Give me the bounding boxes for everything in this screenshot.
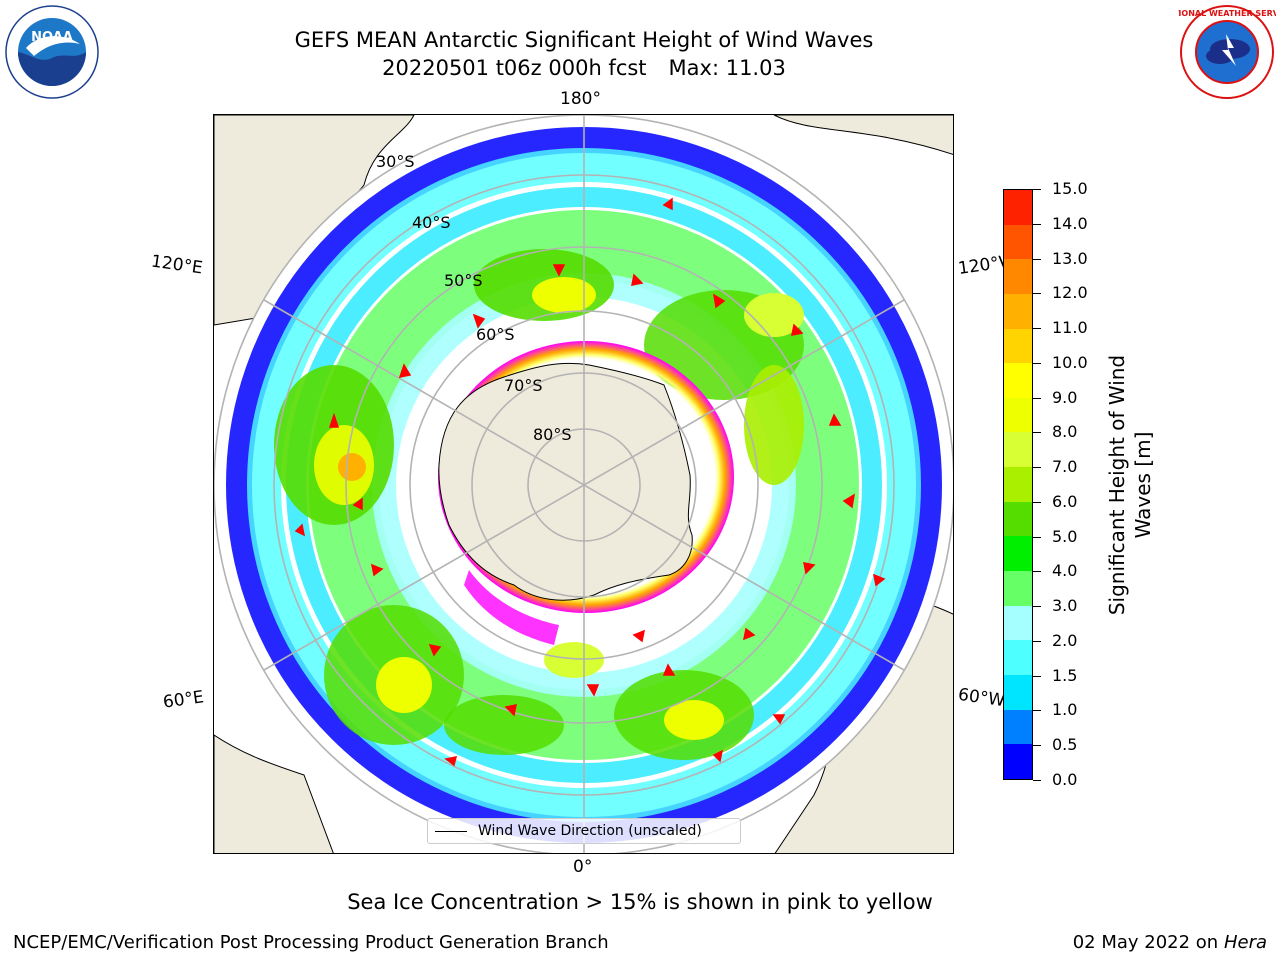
footer-date: 02 May 2022 on Hera xyxy=(1073,932,1267,953)
colorbar-tick xyxy=(1033,189,1041,190)
colorbar-cell xyxy=(1004,397,1032,433)
colorbar-tick-label: 9.0 xyxy=(1052,387,1078,407)
colorbar-cell xyxy=(1004,674,1032,710)
colorbar-tick-label: 5.0 xyxy=(1052,526,1078,546)
colorbar xyxy=(1003,189,1033,780)
colorbar-tick-label: 3.0 xyxy=(1052,596,1078,616)
footer-org: NCEP/EMC/Verification Post Processing Pr… xyxy=(13,932,609,953)
colorbar-tick xyxy=(1033,675,1041,677)
colorbar-tick xyxy=(1033,536,1041,538)
lon-label-180: 180° xyxy=(560,89,601,109)
max-value: Max: 11.03 xyxy=(668,56,786,80)
noaa-logo: NOAA xyxy=(4,4,100,104)
colorbar-tick xyxy=(1033,780,1041,781)
chart-title: GEFS MEAN Antarctic Significant Height o… xyxy=(294,28,874,52)
colorbar-cell xyxy=(1004,467,1032,502)
colorbar-tick-label: 6.0 xyxy=(1052,491,1078,511)
colorbar-tick-label: 12.0 xyxy=(1052,283,1088,303)
colorbar-tick-label: 13.0 xyxy=(1052,248,1088,268)
sea-ice-note: Sea Ice Concentration > 15% is shown in … xyxy=(347,890,933,914)
colorbar-tick-label: 15.0 xyxy=(1052,179,1088,198)
colorbar-tick xyxy=(1033,328,1041,330)
footer-date-text: 02 May 2022 on xyxy=(1072,932,1219,953)
lon-label-0: 0° xyxy=(573,857,593,877)
colorbar-tick-label: 14.0 xyxy=(1052,213,1088,233)
colorbar-cell xyxy=(1004,432,1032,468)
lon-label-120e: 120°E xyxy=(149,251,204,279)
colorbar-label-line1: Significant Height of Wind xyxy=(1105,354,1129,616)
colorbar-cell xyxy=(1004,259,1032,294)
colorbar-tick xyxy=(1033,571,1041,573)
colorbar-cell xyxy=(1004,536,1032,572)
lat-label-50s: 50°S xyxy=(444,271,483,290)
colorbar-tick xyxy=(1033,710,1041,712)
polar-map xyxy=(213,114,954,854)
legend-line-swatch xyxy=(435,831,467,832)
colorbar-cell xyxy=(1004,571,1032,606)
svg-text:NOAA: NOAA xyxy=(31,30,73,45)
colorbar-label: Significant Height of Wind Waves [m] xyxy=(1104,305,1156,665)
colorbar-tick xyxy=(1033,432,1041,434)
colorbar-tick-label: 8.0 xyxy=(1052,422,1078,442)
colorbar-tick xyxy=(1033,640,1041,642)
colorbar-cell xyxy=(1004,744,1032,779)
footer-machine: Hera xyxy=(1223,932,1267,953)
colorbar-cell xyxy=(1004,605,1032,641)
nws-logo: NATIONAL WEATHER SERVICE xyxy=(1161,4,1280,104)
colorbar-tick-label: 4.0 xyxy=(1052,561,1078,581)
colorbar-tick xyxy=(1033,606,1041,608)
colorbar-tick-label: 10.0 xyxy=(1052,352,1088,372)
lon-label-60e: 60°E xyxy=(161,687,206,713)
colorbar-cell xyxy=(1004,190,1032,225)
colorbar-tick xyxy=(1033,467,1041,469)
colorbar-tick-label: 1.0 xyxy=(1052,700,1078,720)
colorbar-cell xyxy=(1004,224,1032,260)
colorbar-label-line2: Waves [m] xyxy=(1131,431,1155,539)
lat-label-80s: 80°S xyxy=(533,425,572,444)
colorbar-tick-label: 11.0 xyxy=(1052,318,1088,338)
lat-label-60s: 60°S xyxy=(476,325,515,344)
colorbar-cell xyxy=(1004,640,1032,675)
colorbar-tick xyxy=(1033,258,1041,260)
colorbar-tick xyxy=(1033,745,1041,747)
lat-label-40s: 40°S xyxy=(412,213,451,232)
graticule xyxy=(214,115,953,853)
lon-label-60w: 60°W xyxy=(956,684,1007,712)
colorbar-cell xyxy=(1004,293,1032,329)
legend-label: Wind Wave Direction (unscaled) xyxy=(478,823,702,839)
colorbar-tick xyxy=(1033,501,1041,503)
svg-text:NATIONAL WEATHER SERVICE: NATIONAL WEATHER SERVICE xyxy=(1178,9,1276,18)
colorbar-tick xyxy=(1033,223,1041,225)
colorbar-cell xyxy=(1004,709,1032,745)
colorbar-tick-label: 1.5 xyxy=(1052,665,1078,685)
colorbar-tick-label: 0.0 xyxy=(1052,770,1078,789)
colorbar-tick-label: 7.0 xyxy=(1052,457,1078,477)
colorbar-cell xyxy=(1004,363,1032,398)
colorbar-tick xyxy=(1033,362,1041,364)
forecast-run: 20220501 t06z 000h fcst xyxy=(382,56,647,80)
colorbar-tick-label: 0.5 xyxy=(1052,735,1078,755)
colorbar-cell xyxy=(1004,501,1032,537)
wind-wave-arrows xyxy=(294,197,886,767)
lat-label-70s: 70°S xyxy=(504,376,543,395)
colorbar-tick-label: 2.0 xyxy=(1052,630,1078,650)
antarctica xyxy=(438,362,693,601)
colorbar-tick xyxy=(1033,397,1041,399)
colorbar-tick xyxy=(1033,293,1041,295)
map-legend: Wind Wave Direction (unscaled) xyxy=(427,818,741,844)
lat-label-30s: 30°S xyxy=(376,152,415,171)
chart-subtitle: 20220501 t06z 000h fcst Max: 11.03 xyxy=(0,54,1168,82)
colorbar-cell xyxy=(1004,328,1032,364)
